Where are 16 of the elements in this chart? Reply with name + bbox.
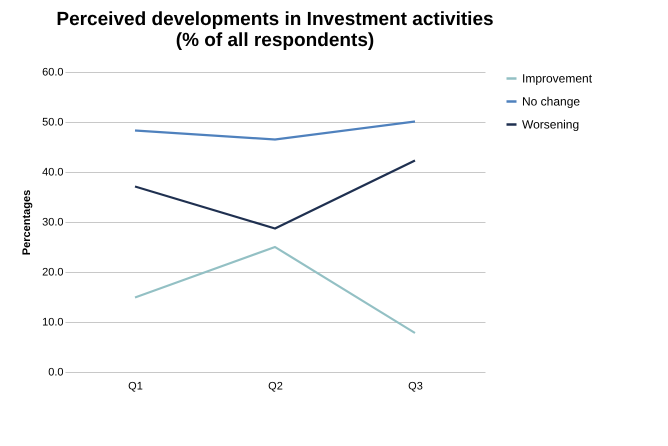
y-tick-label: 40.0 <box>42 166 64 178</box>
x-tick-label: Q1 <box>128 380 143 392</box>
legend-label: No change <box>522 94 580 108</box>
y-tick-label: 20.0 <box>42 266 64 278</box>
y-tick-label: 0.0 <box>48 366 64 378</box>
legend-label: Improvement <box>522 72 593 86</box>
y-tick-label: 30.0 <box>42 216 64 228</box>
y-axis-title: Percentages <box>21 190 34 256</box>
text: (% of all respondents) <box>176 30 374 51</box>
x-tick-label: Q3 <box>408 380 423 392</box>
legend-label: Worsening <box>522 118 580 132</box>
y-tick-label: 10.0 <box>42 316 64 328</box>
text: Perceived developments in Investment activities <box>56 9 494 30</box>
y-tick-label: 60.0 <box>42 66 64 78</box>
x-tick-label: Q2 <box>268 380 283 392</box>
y-tick-label: 50.0 <box>42 116 64 128</box>
